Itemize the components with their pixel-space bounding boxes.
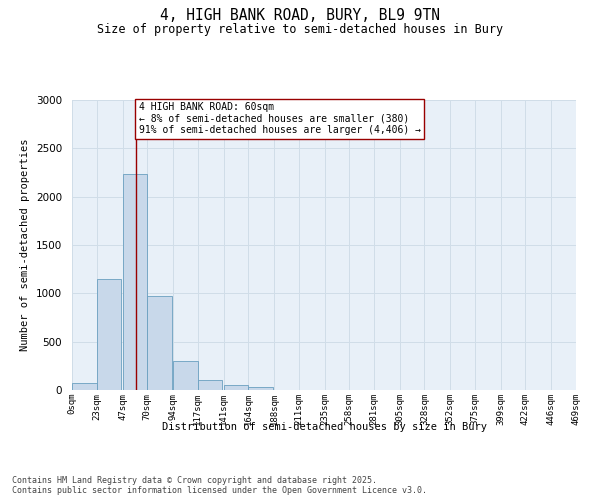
Bar [224,384,248,390]
Text: 4 HIGH BANK ROAD: 60sqm
← 8% of semi-detached houses are smaller (380)
91% of se: 4 HIGH BANK ROAD: 60sqm ← 8% of semi-det… [139,102,421,135]
Text: Distribution of semi-detached houses by size in Bury: Distribution of semi-detached houses by … [161,422,487,432]
Bar [72,383,97,390]
Bar [198,380,223,390]
Bar [122,174,147,390]
Bar [97,279,121,390]
Bar [248,387,273,390]
Y-axis label: Number of semi-detached properties: Number of semi-detached properties [20,138,31,352]
Bar [148,296,172,390]
Bar [173,360,197,390]
Text: Contains HM Land Registry data © Crown copyright and database right 2025.
Contai: Contains HM Land Registry data © Crown c… [12,476,427,495]
Text: 4, HIGH BANK ROAD, BURY, BL9 9TN: 4, HIGH BANK ROAD, BURY, BL9 9TN [160,8,440,22]
Text: Size of property relative to semi-detached houses in Bury: Size of property relative to semi-detach… [97,22,503,36]
